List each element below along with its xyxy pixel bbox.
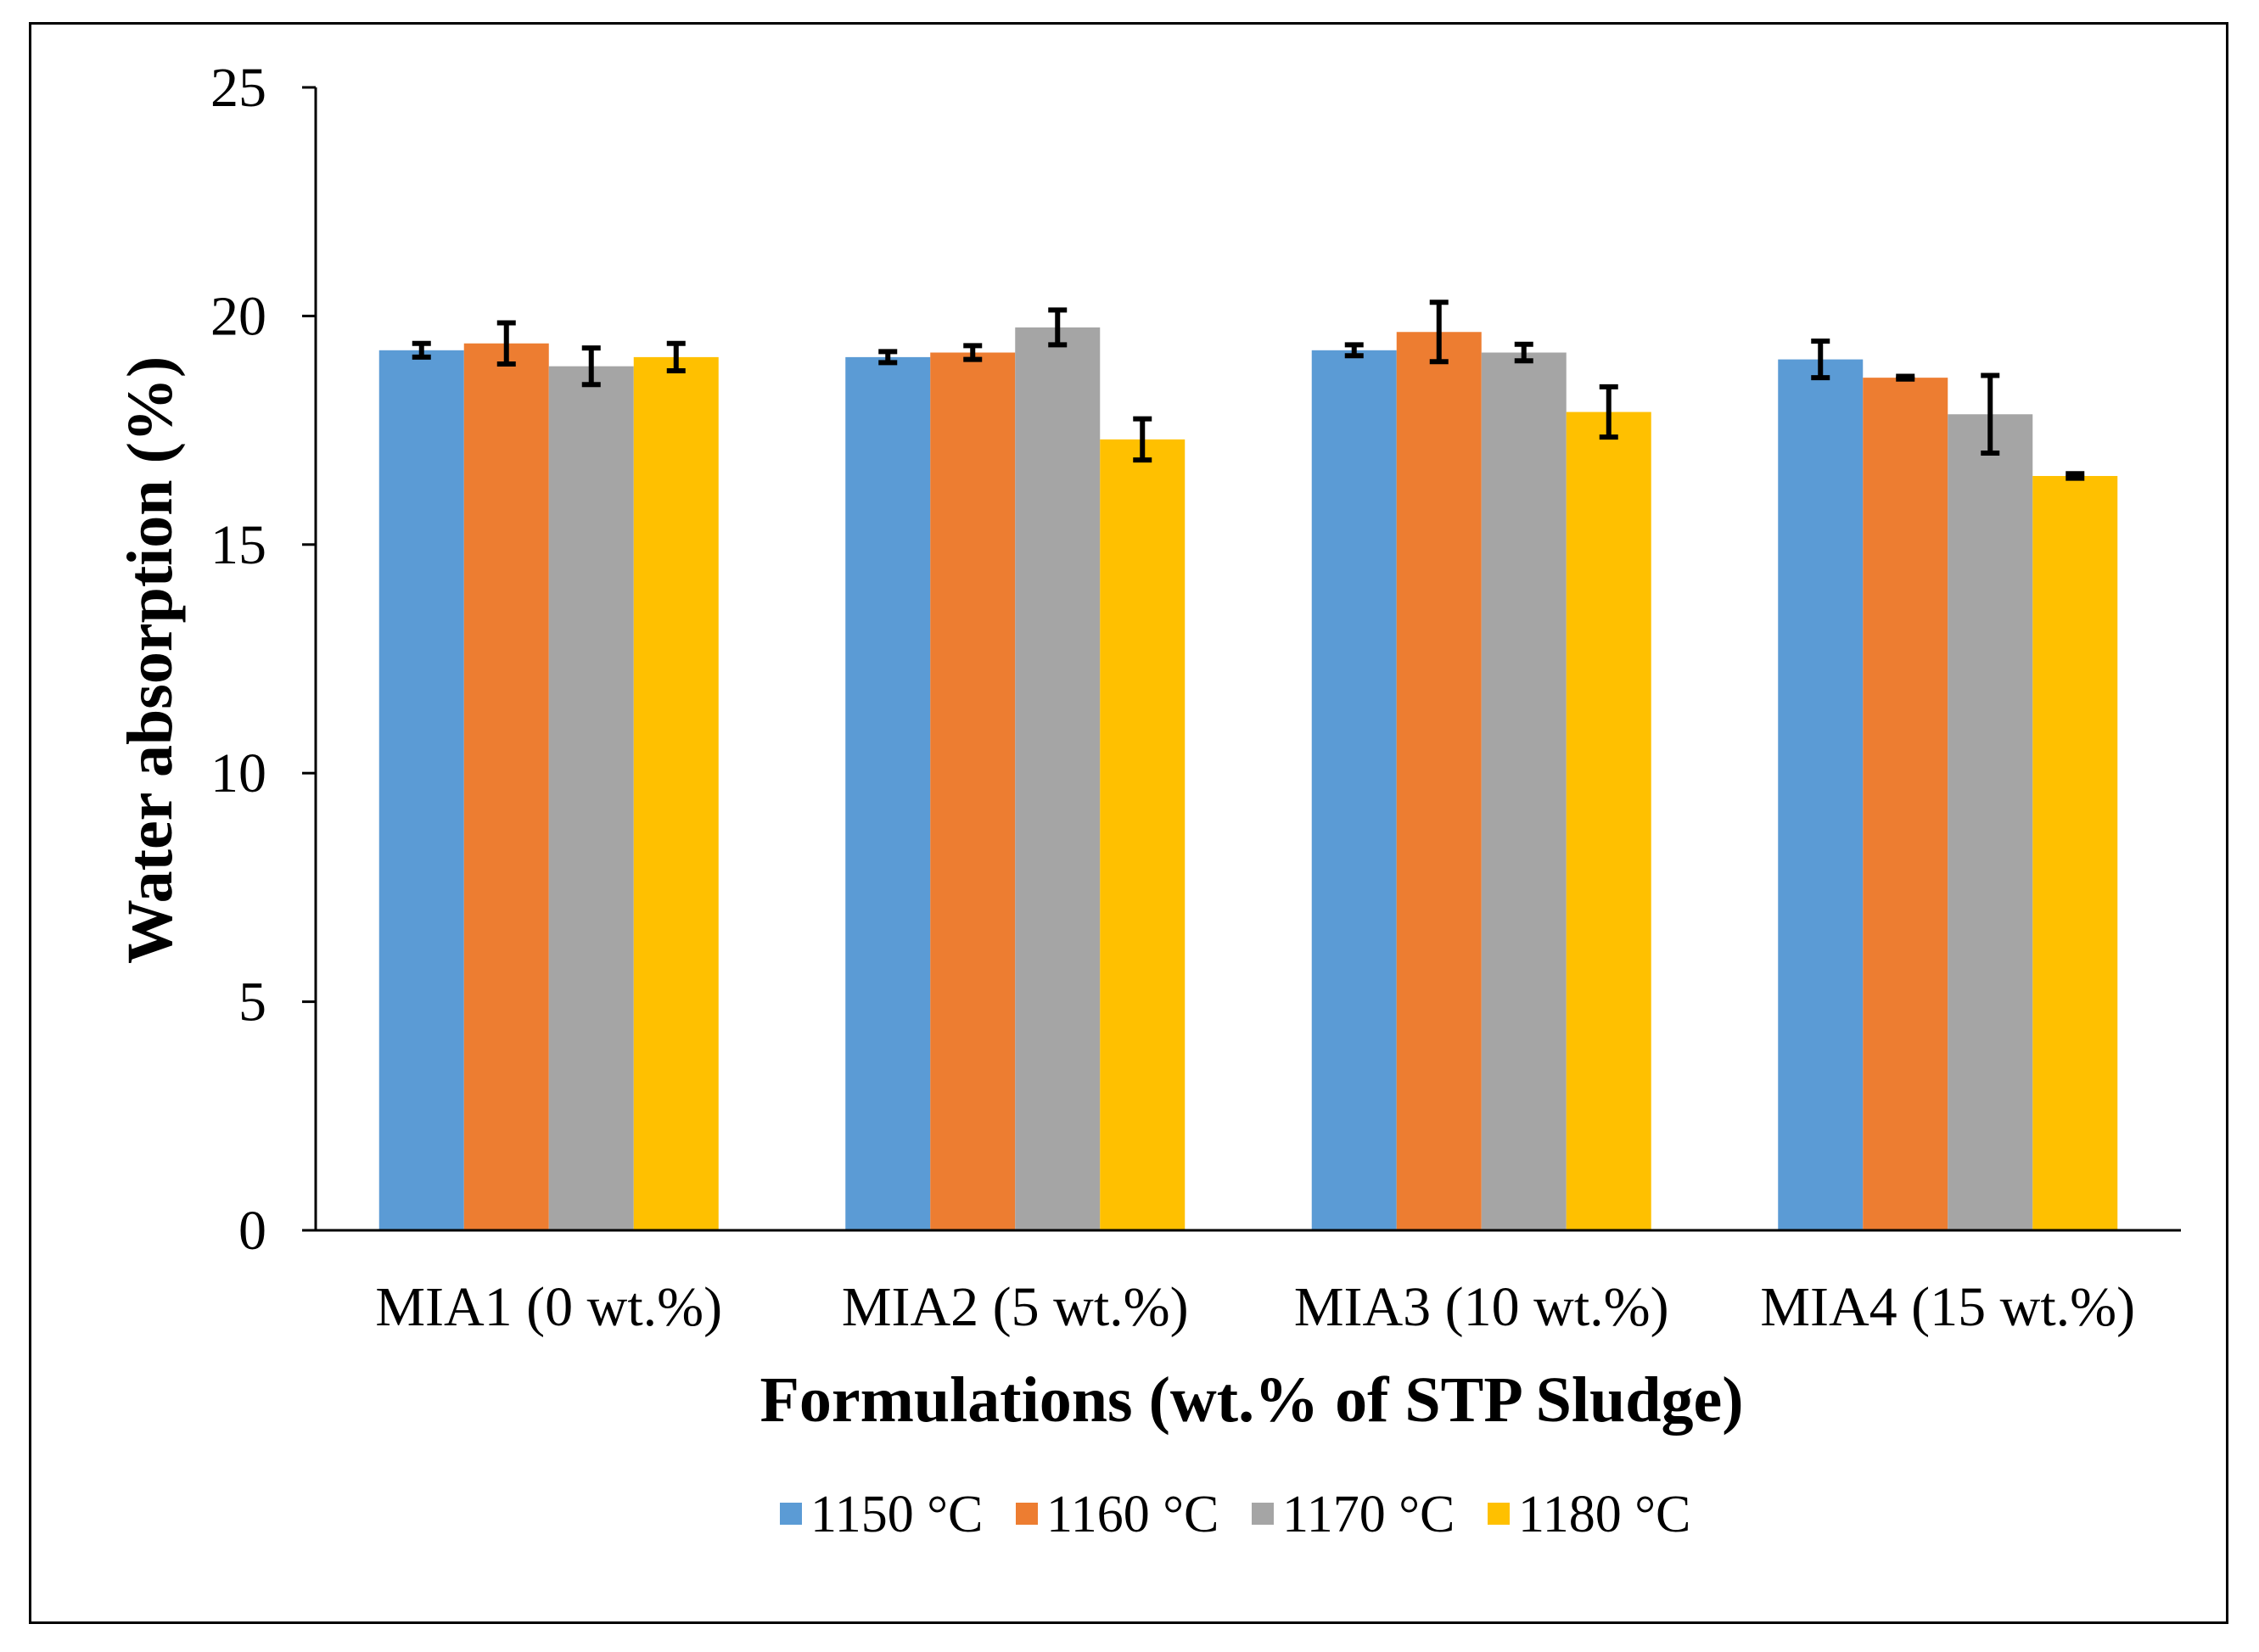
bar	[1100, 439, 1186, 1230]
error-bars-layer	[412, 300, 2085, 481]
bar	[633, 356, 719, 1231]
bar	[845, 356, 931, 1231]
bar	[1863, 378, 1948, 1230]
y-tick-label: 15	[210, 514, 266, 576]
legend: 1150 °C 1160 °C 1170 °C 1180 °C	[780, 1486, 1690, 1543]
bar	[1396, 332, 1482, 1230]
y-axis-ticks: 0 5 10 15 20 25	[210, 57, 316, 1262]
y-tick-label: 20	[210, 285, 266, 347]
legend-label: 1170 °C	[1282, 1486, 1455, 1543]
bar	[548, 366, 634, 1231]
x-axis-categories: MIA1 (0 wt.%) MIA2 (5 wt.%) MIA3 (10 wt.%)…	[375, 1276, 2135, 1338]
bar	[1778, 359, 1864, 1231]
bar	[930, 352, 1016, 1230]
y-tick-label: 0	[238, 1200, 266, 1262]
y-tick-label: 5	[238, 972, 266, 1033]
legend-label: 1160 °C	[1046, 1486, 1219, 1543]
x-category-label: MIA2 (5 wt.%)	[842, 1276, 1189, 1338]
legend-swatch	[780, 1503, 802, 1525]
y-tick-label: 25	[210, 57, 266, 119]
bars-layer	[378, 327, 2118, 1231]
x-category-label: MIA3 (10 wt.%)	[1294, 1276, 1669, 1338]
y-tick-label: 10	[210, 742, 266, 804]
chart-frame	[29, 22, 2228, 1624]
legend-swatch	[1016, 1503, 1038, 1525]
bar	[2032, 475, 2118, 1230]
x-axis-title: Formulations (wt.% of STP Sludge)	[760, 1364, 1743, 1436]
bar	[463, 343, 549, 1230]
legend-swatch	[1252, 1503, 1274, 1525]
bar	[1311, 350, 1397, 1230]
x-category-label: MIA4 (15 wt.%)	[1760, 1276, 2135, 1338]
bar	[1015, 327, 1101, 1230]
legend-swatch	[1488, 1503, 1510, 1525]
y-axis-title: Water absorption (%)	[115, 356, 186, 964]
x-category-label: MIA1 (0 wt.%)	[375, 1276, 722, 1338]
bar	[1566, 412, 1651, 1231]
legend-label: 1180 °C	[1518, 1486, 1690, 1543]
bar	[378, 350, 464, 1230]
bar	[1481, 352, 1567, 1230]
legend-label: 1150 °C	[810, 1486, 983, 1543]
bar	[1948, 414, 2033, 1230]
